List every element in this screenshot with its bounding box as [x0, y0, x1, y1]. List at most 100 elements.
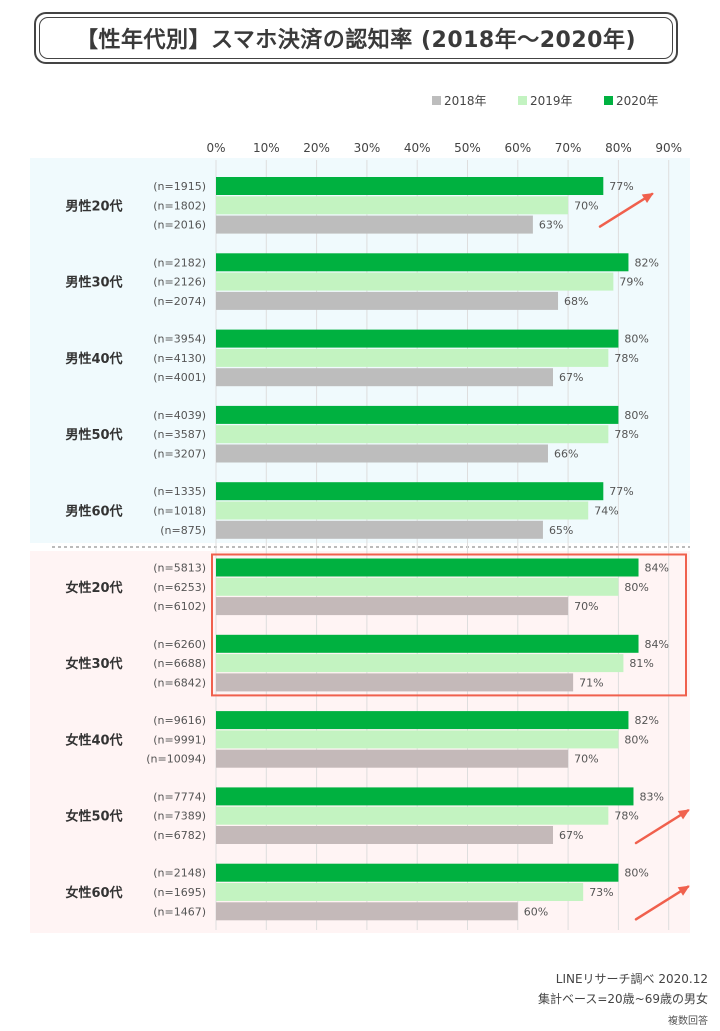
sample-size-label: (n=1467) [153, 905, 206, 918]
data-label: 84% [645, 562, 669, 575]
sample-size-label: (n=2074) [153, 295, 206, 308]
bar [216, 444, 548, 463]
data-label: 80% [624, 733, 648, 746]
data-label: 73% [589, 886, 613, 899]
data-label: 82% [634, 256, 658, 269]
x-tick-label: 50% [454, 141, 481, 155]
bar [216, 749, 569, 768]
bar [216, 826, 554, 844]
bar [216, 634, 639, 653]
bar [216, 577, 619, 596]
bar [216, 883, 584, 901]
data-label: 60% [524, 905, 548, 918]
data-label: 70% [574, 199, 598, 212]
x-tick-label: 90% [655, 141, 682, 155]
bar [216, 272, 614, 291]
data-label: 70% [574, 600, 598, 613]
trend-arrow [634, 809, 690, 845]
data-label: 65% [549, 524, 573, 537]
data-label: 79% [619, 276, 643, 289]
data-label: 71% [579, 676, 603, 689]
sample-size-label: (n=6102) [153, 600, 206, 613]
bar [216, 196, 569, 215]
data-label: 80% [624, 867, 648, 880]
sample-size-label: (n=7774) [153, 790, 206, 803]
sample-size-label: (n=1695) [153, 886, 206, 899]
sample-size-label: (n=875) [160, 524, 206, 537]
category-label: 男性50代 [65, 427, 122, 443]
category-label: 男性20代 [65, 198, 122, 214]
data-label: 78% [614, 352, 638, 365]
bar [216, 654, 624, 673]
trend-arrow [634, 885, 690, 921]
bar [216, 291, 559, 310]
legend-swatch [518, 96, 527, 105]
data-label: 66% [554, 448, 578, 461]
sample-size-label: (n=10094) [146, 753, 206, 766]
sample-size-label: (n=6688) [153, 657, 206, 670]
sample-size-label: (n=2148) [153, 867, 206, 880]
category-label: 女性60代 [65, 885, 122, 901]
source-note: LINEリサーチ調べ 2020.12 [555, 972, 708, 986]
trend-arrow-head [641, 192, 654, 204]
data-label: 67% [559, 371, 583, 384]
sample-size-label: (n=3587) [153, 428, 206, 441]
bar [216, 253, 629, 272]
sample-size-label: (n=4130) [153, 352, 206, 365]
title-box: 【性年代別】スマホ決済の認知率 (2018年～2020年) [34, 12, 678, 64]
x-tick-label: 70% [555, 141, 582, 155]
data-label: 70% [574, 753, 598, 766]
bar [216, 501, 589, 520]
sample-size-label: (n=6842) [153, 676, 206, 689]
bar [216, 520, 543, 539]
bar [216, 368, 554, 387]
x-tick-label: 60% [504, 141, 531, 155]
sample-size-label: (n=7389) [153, 810, 206, 823]
trend-arrow-head [677, 885, 690, 896]
sample-size-label: (n=6253) [153, 581, 206, 594]
sample-size-label: (n=1018) [153, 505, 206, 518]
legend-label: 2020年 [616, 94, 659, 108]
data-label: 68% [564, 295, 588, 308]
sample-size-label: (n=9616) [153, 714, 206, 727]
bar [216, 730, 619, 749]
sample-size-label: (n=9991) [153, 733, 206, 746]
bar [216, 673, 574, 692]
category-label: 女性40代 [65, 732, 122, 748]
data-label: 67% [559, 829, 583, 842]
trend-arrow-head [677, 809, 690, 820]
data-label: 63% [539, 219, 563, 232]
bar [216, 787, 634, 806]
data-label: 80% [624, 581, 648, 594]
sample-size-label: (n=1802) [153, 199, 206, 212]
data-label: 83% [639, 790, 663, 803]
sample-size-label: (n=6260) [153, 638, 206, 651]
category-label: 男性30代 [65, 275, 122, 291]
trend-arrow [598, 192, 654, 228]
bar [216, 177, 604, 195]
data-label: 84% [645, 638, 669, 651]
sample-size-label: (n=3207) [153, 448, 206, 461]
highlight-box [211, 553, 687, 697]
data-label: 82% [634, 714, 658, 727]
sample-size-label: (n=1915) [153, 180, 206, 193]
bar [216, 215, 533, 234]
sample-size-label: (n=4001) [153, 371, 206, 384]
sample-size-label: (n=5813) [153, 562, 206, 575]
answer-note: 複数回答 [668, 1016, 708, 1027]
base-note: 集計ベース=20歳~69歳の男女 [537, 992, 708, 1006]
legend-label: 2018年 [444, 94, 487, 108]
bar [216, 902, 518, 921]
x-tick-label: 40% [404, 141, 431, 155]
bar [216, 597, 569, 616]
bar [216, 405, 619, 424]
x-tick-label: 20% [303, 141, 330, 155]
legend-label: 2019年 [530, 94, 573, 108]
sample-size-label: (n=2016) [153, 219, 206, 232]
sample-size-label: (n=2126) [153, 276, 206, 289]
x-tick-label: 80% [605, 141, 632, 155]
sample-size-label: (n=3954) [153, 333, 206, 346]
data-label: 80% [624, 333, 648, 346]
category-label: 男性40代 [65, 351, 122, 367]
